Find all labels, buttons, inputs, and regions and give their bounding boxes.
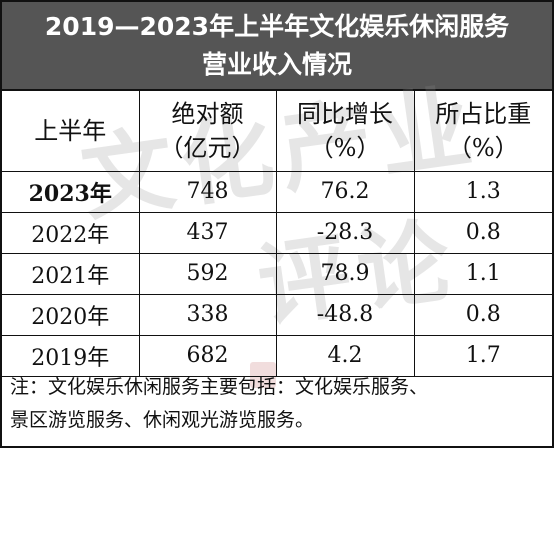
- cell-year: 2019年: [2, 334, 140, 377]
- cell-amount: 437: [138, 211, 277, 254]
- data-table: 上半年 绝对额 （亿元） 同比增长 （%） 所占比重 （%） 2023年 748 76…: [2, 91, 552, 377]
- table-row: 2023年 748 76.2 1.3: [2, 170, 552, 213]
- header-row: 上半年 绝对额 （亿元） 同比增长 （%） 所占比重 （%）: [2, 91, 552, 172]
- cell-amount: 592: [138, 252, 277, 295]
- cell-share: 0.8: [413, 293, 552, 336]
- header-share: 所占比重 （%）: [413, 91, 552, 172]
- data-card: 2019—2023年上半年文化娱乐休闲服务 营业收入情况 文化产业 评论 上半年…: [0, 0, 554, 448]
- cell-year: 2023年: [2, 170, 140, 213]
- header-growth: 同比增长 （%）: [275, 91, 415, 172]
- footnote: 注：文化娱乐休闲服务主要包括：文化娱乐服务、 景区游览服务、休闲观光游览服务。: [10, 371, 550, 437]
- table-row: 2020年 338 -48.8 0.8: [2, 293, 552, 336]
- header-year: 上半年: [2, 91, 140, 172]
- cell-growth: 4.2: [275, 334, 415, 377]
- cell-growth: 78.9: [275, 252, 415, 295]
- table-row: 2021年 592 78.9 1.1: [2, 252, 552, 295]
- cell-share: 0.8: [413, 211, 552, 254]
- cell-growth: -48.8: [275, 293, 415, 336]
- cell-amount: 338: [138, 293, 277, 336]
- footnote-line-1: 注：文化娱乐休闲服务主要包括：文化娱乐服务、: [10, 376, 429, 398]
- title-line-2: 营业收入情况: [201, 49, 352, 79]
- cell-year: 2020年: [2, 293, 140, 336]
- cell-share: 1.7: [413, 334, 552, 377]
- table-row: 2019年 682 4.2 1.7: [2, 334, 552, 377]
- cell-amount: 748: [138, 170, 277, 213]
- header-amount: 绝对额 （亿元）: [138, 91, 277, 172]
- footnote-line-2: 景区游览服务、休闲观光游览服务。: [10, 409, 315, 431]
- title-line-1: 2019—2023年上半年文化娱乐休闲服务: [44, 11, 510, 41]
- table-row: 2022年 437 -28.3 0.8: [2, 211, 552, 254]
- cell-share: 1.3: [413, 170, 552, 213]
- cell-share: 1.1: [413, 252, 552, 295]
- cell-amount: 682: [138, 334, 277, 377]
- title-bar: 2019—2023年上半年文化娱乐休闲服务 营业收入情况: [2, 2, 552, 91]
- cell-growth: -28.3: [275, 211, 415, 254]
- cell-growth: 76.2: [275, 170, 415, 213]
- cell-year: 2021年: [2, 252, 140, 295]
- cell-year: 2022年: [2, 211, 140, 254]
